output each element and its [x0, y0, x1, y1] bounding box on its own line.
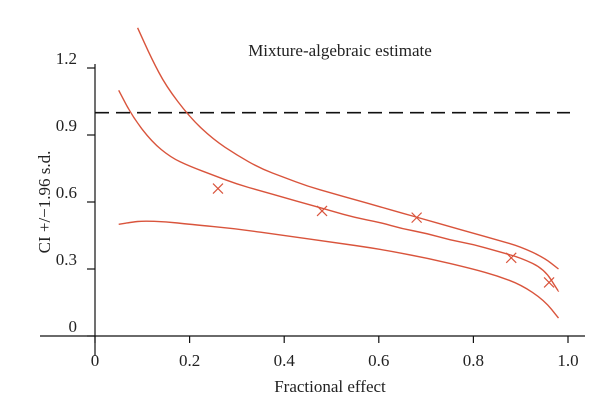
x-tick-label: 0	[91, 351, 100, 370]
marker-stroke	[212, 183, 224, 195]
series-line-3	[118, 220, 560, 319]
x-axis-title: Fractional effect	[274, 377, 386, 396]
data-point-x-marker	[411, 212, 423, 224]
series-line-2	[118, 89, 560, 293]
x-tick-label: 1.0	[557, 351, 578, 370]
marker-stroke	[543, 276, 555, 288]
y-tick-label: 0.9	[56, 116, 77, 135]
plot-area	[95, 27, 570, 319]
chart-title: Mixture-algebraic estimate	[248, 41, 432, 60]
data-point-x-marker	[543, 276, 555, 288]
y-tick-label: 1.2	[56, 49, 77, 68]
series-line-1	[136, 27, 559, 270]
marker-stroke	[505, 252, 517, 264]
x-tick-label: 0.4	[274, 351, 296, 370]
data-point-x-marker	[505, 252, 517, 264]
y-tick-label: 0	[69, 317, 78, 336]
y-tick-label: 0.3	[56, 250, 77, 269]
x-tick-label: 0.2	[179, 351, 200, 370]
axes	[40, 64, 585, 356]
marker-stroke	[411, 212, 423, 224]
data-point-x-marker	[316, 205, 328, 217]
y-tick-label: 0.6	[56, 183, 77, 202]
y-axis-title: CI +/−1.96 s.d.	[35, 151, 54, 254]
x-tick-label: 0.6	[368, 351, 389, 370]
ticks: 0 0.3 0.6 0.9 1.2 0 0.2 0.4 0.6 0.8 1.0	[56, 49, 579, 370]
x-tick-label: 0.8	[463, 351, 484, 370]
marker-stroke	[316, 205, 328, 217]
data-point-x-marker	[212, 183, 224, 195]
